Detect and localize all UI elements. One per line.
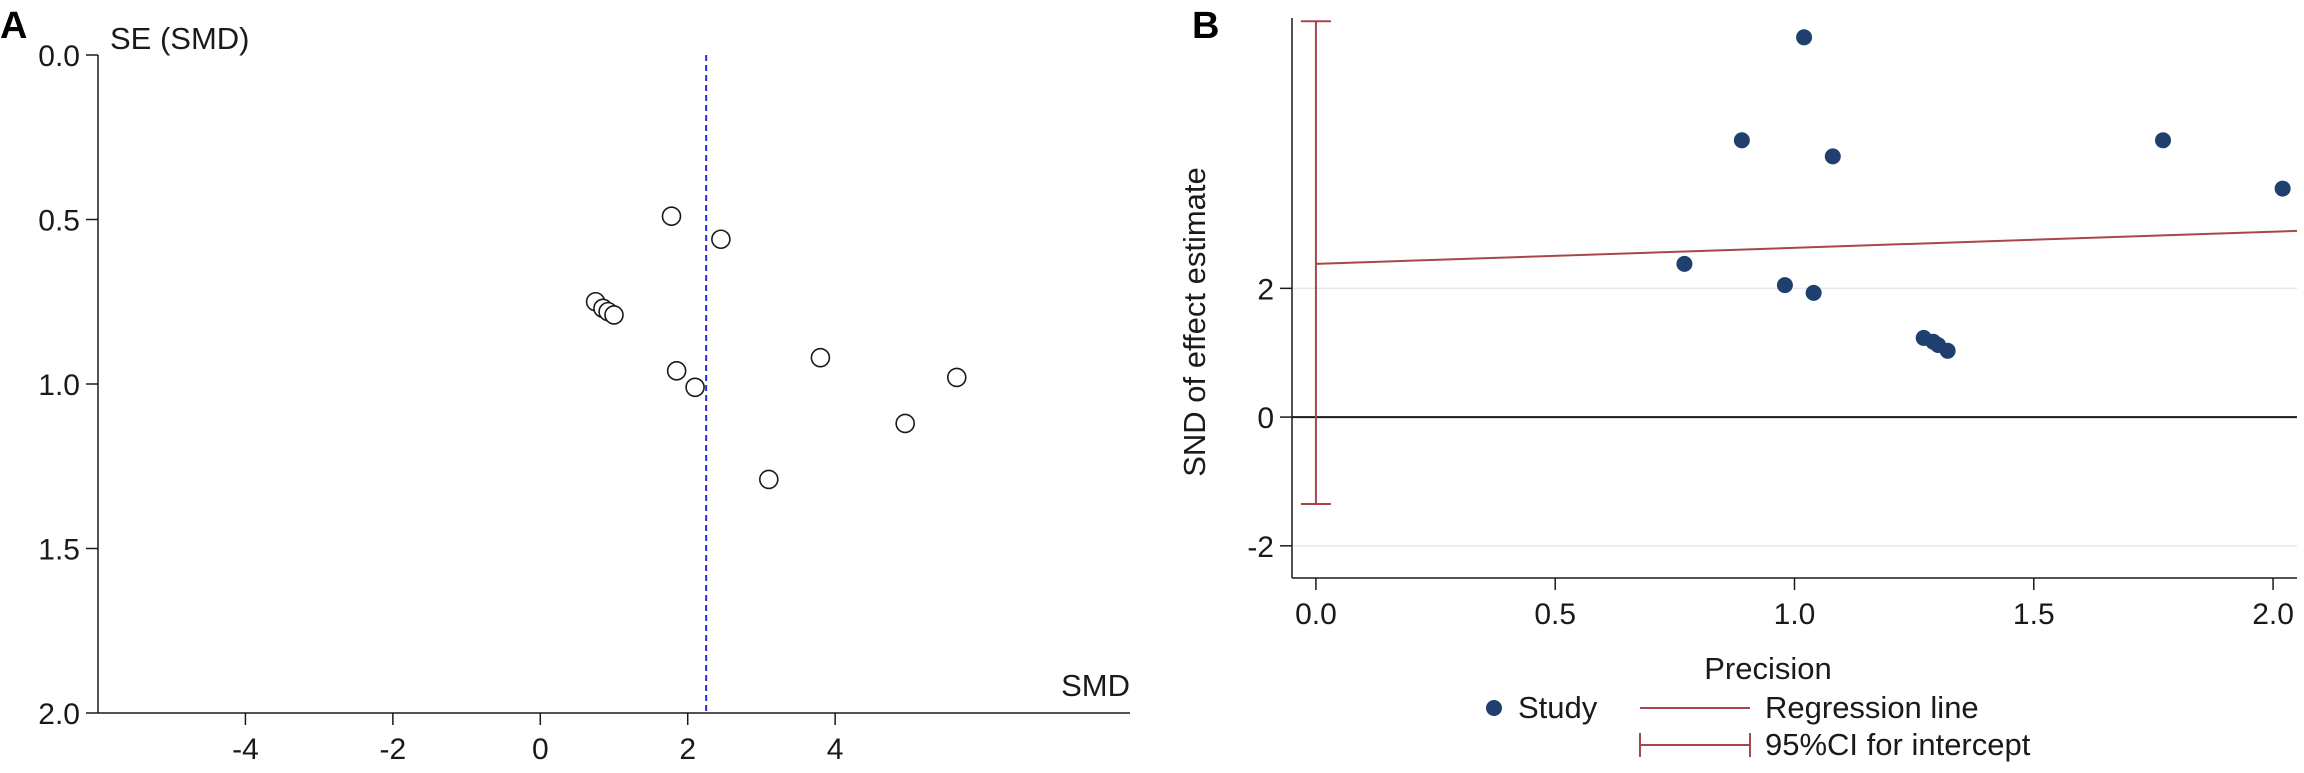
panel-b-egger-plot: B SND of effect estimate Precision -2 0 2 0… <box>1177 5 2298 762</box>
panel-b-marks <box>1300 20 2298 505</box>
panel-a-study-point <box>895 413 915 434</box>
panel-a-funnel-plot: A SE (SMD) SMD 0.0 0.5 1.0 1.5 2.0 -4 -2 0 2 4 <box>0 5 1130 766</box>
panel-b-y-tick-label: 2 <box>1257 273 1274 306</box>
panel-a-y-tick-label: 2.0 <box>38 698 80 731</box>
panel-b-study-point <box>1733 132 1750 149</box>
panel-a-x-tick-label: 2 <box>679 733 696 766</box>
panel-a-y-tick-label: 0.0 <box>38 40 80 73</box>
legend-study-label: Study <box>1518 690 1598 725</box>
panel-b-x-axis-title: Precision <box>1704 651 1832 686</box>
panel-b-study-point <box>1676 255 1693 272</box>
panel-b-regression-line <box>1315 229 2298 265</box>
panel-a-study-point <box>758 469 779 490</box>
panel-a-x-tick-label: 4 <box>827 733 844 766</box>
panel-a-x-tick-label: -4 <box>232 733 259 766</box>
panel-a-study-point <box>604 305 624 325</box>
panel-b-y-axis-title: SND of effect estimate <box>1177 167 1212 477</box>
panel-a-marks <box>585 55 967 713</box>
panel-a-x-tick-label: -2 <box>380 733 407 766</box>
panel-b-x-tick-label: 0.5 <box>1534 598 1576 631</box>
panel-a-y-axis-title: SE (SMD) <box>110 21 250 56</box>
legend-regression-line-label: Regression line <box>1765 690 1979 725</box>
panel-a-x-axis-title: SMD <box>1061 668 1130 703</box>
panel-a-y-tick-label: 0.5 <box>38 205 80 238</box>
panel-a-axes: 0.0 0.5 1.0 1.5 2.0 -4 -2 0 2 4 <box>38 40 1130 766</box>
panel-b-study-point <box>2155 132 2171 149</box>
panel-b-letter: B <box>1192 5 1219 47</box>
panel-b-x-tick-label: 2.0 <box>2252 598 2294 631</box>
panel-a-study-point <box>666 361 687 381</box>
panel-a-study-point <box>711 229 731 250</box>
legend-study-marker <box>1486 700 1502 716</box>
panel-b-y-tick-label: -2 <box>1247 531 1274 564</box>
panel-a-y-tick-label: 1.5 <box>38 534 80 567</box>
panel-b-study-point <box>1805 284 1822 301</box>
panel-b-x-tick-label: 0.0 <box>1295 598 1337 631</box>
panel-a-x-tick-label: 0 <box>532 733 549 766</box>
panel-b-study-point <box>1939 342 1956 359</box>
panel-a-y-tick-label: 1.0 <box>38 369 80 402</box>
panel-b-study-point <box>1824 148 1841 165</box>
panel-b-study-point <box>1776 277 1793 294</box>
panel-a-study-point <box>661 206 682 227</box>
panel-a-study-point <box>810 347 831 368</box>
panel-a-study-point <box>685 377 705 398</box>
panel-b-axes: -2 0 2 0.0 0.5 1.0 1.5 2.0 <box>1247 18 2297 631</box>
panel-b-x-tick-label: 1.0 <box>1774 598 1816 631</box>
panel-b-x-tick-label: 1.5 <box>2013 598 2055 631</box>
panel-a-study-point <box>946 367 967 388</box>
panel-b-y-tick-label: 0 <box>1257 402 1274 435</box>
panel-b-study-point <box>2274 180 2291 197</box>
legend-ci-label: 95%CI for intercept <box>1765 727 2031 762</box>
panel-b-study-point <box>1796 29 1813 46</box>
panel-a-letter: A <box>0 5 27 47</box>
